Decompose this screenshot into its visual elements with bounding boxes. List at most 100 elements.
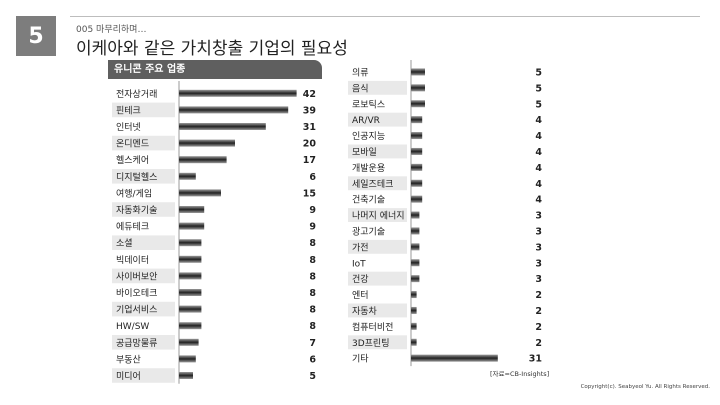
chart-panel-left: 유니콘 주요 업종 전자상거래 42 핀테크 39 인터넷 31 온디멘드 20 헬스케어 17 디… [108,60,324,385]
category-label: 여행/게임 [116,187,152,199]
data-label: 9 [309,205,316,216]
bar [179,139,235,147]
bar [411,132,423,140]
category-label: 온디멘드 [116,139,149,150]
data-label: 42 [303,89,316,100]
bar [179,123,266,130]
category-label: 인터넷 [116,122,141,133]
slide-number-badge: 5 [16,16,56,56]
bar [411,116,423,124]
data-label: 3 [535,211,542,222]
source-note: [자료=CB-Insights] [490,370,550,378]
bar [411,211,420,219]
bar [411,147,423,155]
row-shade [348,335,407,350]
category-label: 모바일 [352,147,377,158]
bar [179,156,227,164]
data-label: 5 [309,371,316,382]
data-label: 2 [535,338,542,349]
bar [411,227,420,235]
row-shade [348,239,407,254]
data-label: 6 [309,354,316,365]
category-label: 디지털헬스 [116,171,157,183]
category-label: IoT [352,259,366,269]
data-label: 31 [529,354,542,365]
category-label: 전자상거래 [116,89,157,100]
data-label: 6 [309,172,316,183]
category-label: 사이버보안 [116,271,157,282]
data-label: 5 [535,67,542,78]
data-label: 8 [309,238,316,249]
data-label: 3 [535,258,542,269]
data-label: 5 [535,83,542,94]
row-shade [112,368,175,383]
category-label: 핀테크 [116,105,141,116]
bar [179,189,221,197]
category-label: 건축기술 [352,195,385,206]
bar [179,239,202,247]
bar [179,172,196,180]
category-label: 건강 [352,274,369,285]
row-shade [348,271,407,286]
section-label: 005 마무리하며… [76,25,147,35]
bar [179,222,205,230]
data-label: 20 [303,139,317,150]
bar [179,106,289,114]
row-shade [112,169,175,184]
bar [179,289,202,296]
data-label: 4 [535,179,542,190]
row-shade [112,235,175,250]
category-label: 나머지 에너지 [352,211,405,222]
category-label: 3D프린팅 [352,338,390,349]
data-label: 8 [309,255,316,266]
category-label: 세일즈테크 [352,179,393,190]
category-label: 의류 [352,67,369,78]
bar [179,372,193,379]
bar [411,179,423,187]
data-label: 31 [303,122,316,133]
data-label: 3 [535,242,542,253]
row-shade [348,112,407,127]
bar [411,68,425,76]
data-label: 17 [303,155,316,166]
bar [411,243,420,251]
row-shade [112,335,175,350]
bar-chart-left: 전자상거래 42 핀테크 39 인터넷 31 온디멘드 20 헬스케어 17 디지털헬스 6 여행/게임… [112,81,317,384]
category-label: 인공지능 [352,131,385,142]
category-label: 에듀테크 [116,222,149,233]
data-label: 9 [309,222,316,233]
chart-title: 유니콘 주요 업종 [114,64,186,75]
bar [411,322,417,330]
row-shade [112,102,175,118]
category-label: 기타 [352,354,369,365]
copyright-note: Copyright(c). Seabyeol Yu. All Rights Re… [580,384,710,390]
bar [411,163,423,171]
top-divider [70,16,700,17]
category-label: 기업서비스 [116,305,157,316]
bar [179,255,202,263]
bar [179,206,205,213]
data-label: 7 [309,338,316,349]
row-shade [112,301,175,317]
bar [411,275,420,283]
data-label: 5 [535,99,542,110]
bar [411,195,423,203]
bar [179,305,202,313]
category-label: 광고기술 [352,225,385,237]
data-label: 2 [535,322,542,333]
data-label: 4 [535,115,542,126]
category-label: 빅데이터 [116,255,149,266]
category-label: HW/SW [116,322,149,332]
data-label: 39 [303,105,316,116]
category-label: 미디어 [116,371,141,382]
data-label: 8 [309,288,316,299]
category-label: 부동산 [116,354,141,365]
category-label: 개발운용 [352,163,385,174]
chart-header: 유니콘 주요 업종 [108,60,322,79]
data-label: 2 [535,306,542,317]
category-label: 컴퓨터비전 [352,321,393,333]
data-label: 4 [535,147,542,158]
row-shade [348,144,407,159]
category-label: 자동화기술 [116,205,157,216]
category-label: 로보틱스 [352,98,385,110]
